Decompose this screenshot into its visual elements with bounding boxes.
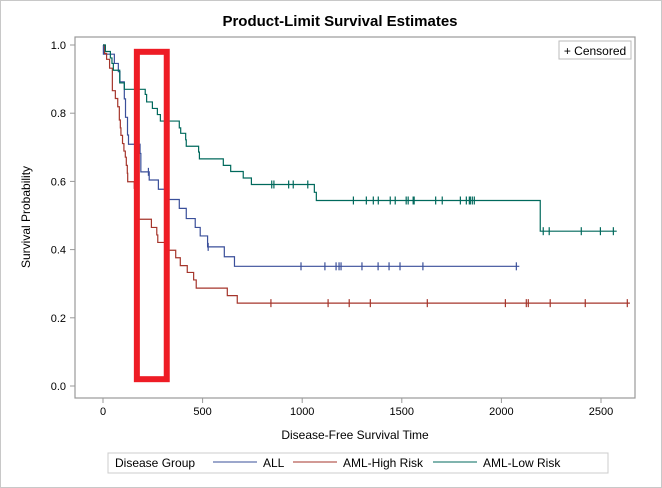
x-tick-label: 2000 bbox=[489, 406, 513, 418]
y-tick-label: 0.0 bbox=[51, 381, 66, 393]
censored-legend-label: + Censored bbox=[564, 44, 626, 58]
x-tick-label: 0 bbox=[100, 406, 106, 418]
series-group bbox=[102, 44, 630, 308]
x-tick-label: 500 bbox=[193, 406, 211, 418]
x-axis-label: Disease-Free Survival Time bbox=[281, 428, 429, 442]
y-tick-label: 0.2 bbox=[51, 313, 66, 325]
legend-label-aml-low: AML-Low Risk bbox=[483, 456, 561, 470]
y-tick-label: 0.6 bbox=[51, 176, 66, 188]
x-tick-label: 1000 bbox=[290, 406, 314, 418]
legend: Disease Group ALL AML-High Risk AML-Low … bbox=[107, 452, 609, 474]
survival-curve-aml-high-risk bbox=[103, 44, 630, 304]
y-tick-label: 0.4 bbox=[51, 245, 66, 257]
chart-title: Product-Limit Survival Estimates bbox=[222, 13, 457, 30]
survival-curve-aml-low-risk bbox=[103, 44, 617, 232]
x-axis: 0 500 1000 1500 2000 2500 bbox=[100, 398, 613, 418]
censored-legend: + Censored bbox=[558, 40, 632, 60]
y-tick-label: 0.8 bbox=[51, 108, 66, 120]
x-tick-label: 1500 bbox=[390, 406, 414, 418]
highlight-rectangle bbox=[133, 48, 170, 383]
plot-area bbox=[74, 36, 636, 399]
y-tick-label: 1.0 bbox=[51, 40, 66, 52]
y-axis: 0.0 0.2 0.4 0.6 0.8 1.0 bbox=[51, 40, 75, 393]
legend-title: Disease Group bbox=[115, 456, 195, 470]
legend-label-all: ALL bbox=[263, 456, 285, 470]
y-axis-label: Survival Probability bbox=[19, 166, 33, 268]
legend-label-aml-high: AML-High Risk bbox=[343, 456, 424, 470]
x-tick-label: 2500 bbox=[589, 406, 613, 418]
